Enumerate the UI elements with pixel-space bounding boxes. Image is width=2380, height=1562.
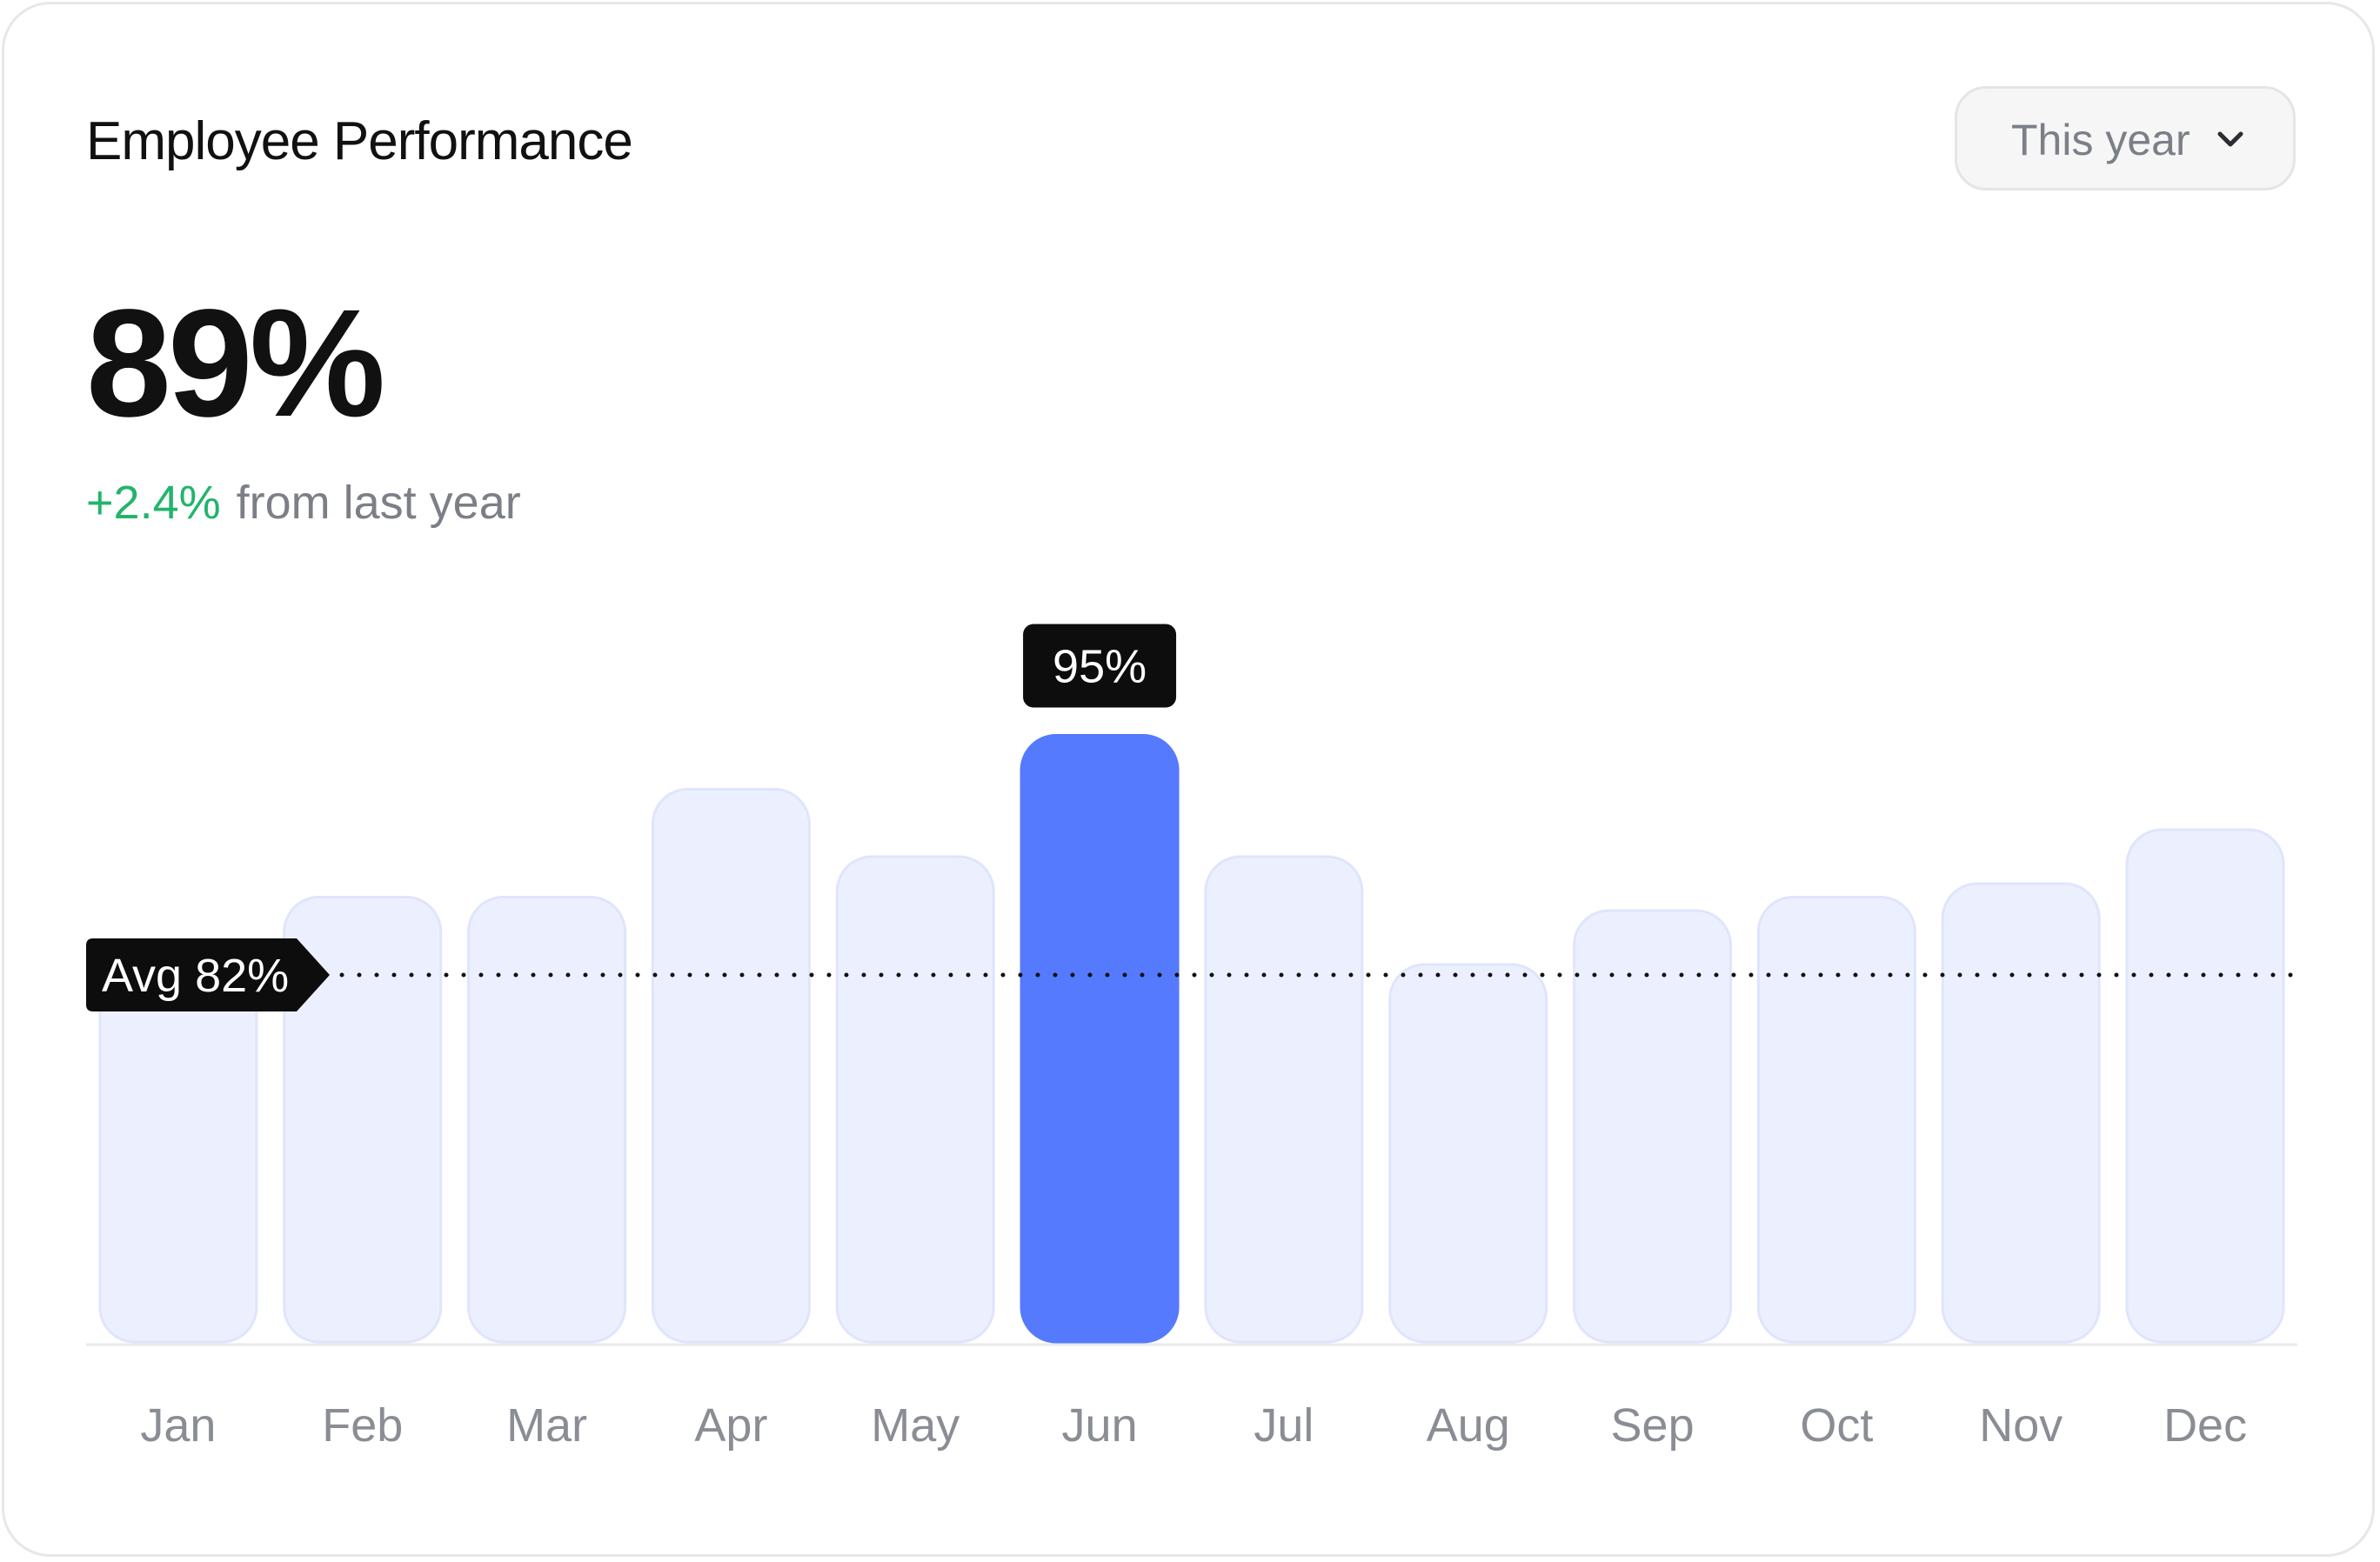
month-label-jan: Jan (140, 1399, 216, 1452)
bar-dec[interactable] (2125, 828, 2285, 1344)
bar-aug[interactable] (1388, 963, 1548, 1344)
highlight-tooltip (1023, 624, 1177, 708)
bar-mar[interactable] (467, 896, 627, 1344)
average-tag (86, 938, 330, 1011)
month-label-nov: Nov (1979, 1399, 2062, 1452)
bar-jan[interactable] (98, 963, 258, 1344)
period-dropdown-label: This year (2011, 116, 2190, 164)
month-label-may: May (871, 1399, 959, 1452)
highlight-tooltip-label: 95% (1053, 641, 1147, 693)
month-labels: Jan Feb Mar Apr May Jun Jul Aug Sep Oct Nov Dec (140, 1399, 2247, 1452)
bar-sep[interactable] (1573, 909, 1733, 1344)
month-label-dec: Dec (2163, 1399, 2247, 1452)
chevron-down-icon (2217, 131, 2243, 147)
month-label-oct: Oct (1800, 1399, 1873, 1452)
month-label-apr: Apr (694, 1399, 767, 1452)
month-label-feb: Feb (322, 1399, 403, 1452)
delta-value: +2.4% (86, 477, 221, 529)
period-dropdown[interactable]: This year (1955, 86, 2296, 190)
bar-may[interactable] (835, 855, 995, 1344)
bar-nov[interactable] (1941, 882, 2101, 1344)
average-label: Avg 82% (102, 950, 289, 1002)
month-label-mar: Mar (506, 1399, 587, 1452)
performance-bar-chart: Avg 82% 95% Jan Feb Mar Apr May Jun Jul Aug Sep O… (86, 624, 2307, 1452)
delta-text: from last year (236, 477, 521, 529)
bar-feb[interactable] (283, 896, 443, 1344)
card-title: Employee Performance (86, 111, 633, 171)
delta-row: +2.4% from last year (86, 472, 521, 533)
bar-jul[interactable] (1204, 855, 1364, 1344)
month-label-jul: Jul (1254, 1399, 1314, 1452)
bar-oct[interactable] (1756, 896, 1916, 1344)
bar-group (98, 734, 2285, 1344)
bar-jun[interactable] (1020, 734, 1180, 1344)
bar-apr[interactable] (651, 788, 811, 1344)
month-label-sep: Sep (1611, 1399, 1695, 1452)
month-label-aug: Aug (1427, 1399, 1510, 1452)
month-label-jun: Jun (1062, 1399, 1138, 1452)
performance-value: 89% (86, 278, 385, 449)
